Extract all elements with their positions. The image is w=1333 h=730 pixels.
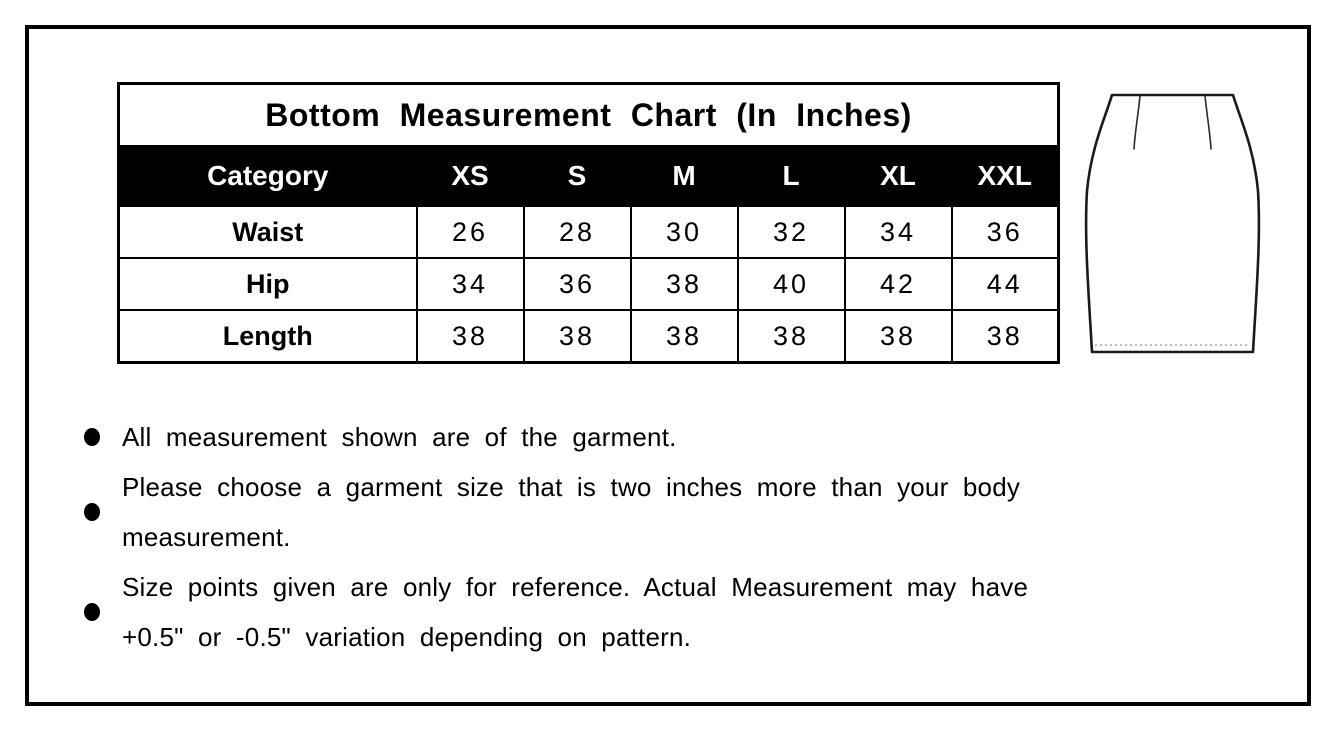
table-row-hip: Hip 34 36 38 40 42 44 — [117, 257, 1060, 311]
bullet-icon — [84, 603, 100, 621]
chart-title: Bottom Measurement Chart (In Inches) — [117, 82, 1060, 147]
row-label-length: Length — [117, 309, 418, 364]
hip-m-cell: 38 — [629, 257, 739, 311]
row-label-hip: Hip — [117, 257, 418, 311]
row-label-waist: Waist — [117, 205, 418, 259]
hip-xxl-cell: 44 — [950, 257, 1060, 311]
header-category: Category — [117, 145, 418, 207]
bullet-icon — [84, 428, 100, 446]
note-line: All measurement shown are of the garment… — [122, 422, 677, 452]
note-text-3: Size points given are only for reference… — [116, 562, 1028, 662]
note-text-2: Please choose a garment size that is two… — [116, 462, 1020, 562]
length-s-cell: 38 — [522, 309, 632, 364]
bullet-col — [68, 428, 116, 446]
table-row-waist: Waist 26 28 30 32 34 36 — [117, 205, 1060, 259]
skirt-right-dart — [1204, 95, 1212, 150]
length-m-cell: 38 — [629, 309, 739, 364]
length-xs-cell: 38 — [415, 309, 525, 364]
note-item-1: All measurement shown are of the garment… — [68, 412, 1078, 462]
note-item-3: Size points given are only for reference… — [68, 562, 1078, 662]
header-size-l: L — [736, 145, 846, 207]
note-line: Size points given are only for reference… — [122, 572, 1029, 602]
pencil-skirt-drawing — [1084, 93, 1261, 354]
skirt-outline — [1084, 93, 1261, 354]
waist-xs-cell: 26 — [415, 205, 525, 259]
header-size-xxl: XXL — [950, 145, 1060, 207]
length-l-cell: 38 — [736, 309, 846, 364]
notes-list: All measurement shown are of the garment… — [68, 412, 1078, 662]
hip-xl-cell: 42 — [843, 257, 953, 311]
bullet-icon — [84, 503, 100, 521]
waist-xxl-cell: 36 — [950, 205, 1060, 259]
header-size-xs: XS — [415, 145, 525, 207]
waist-s-cell: 28 — [522, 205, 632, 259]
waist-m-cell: 30 — [629, 205, 739, 259]
hip-l-cell: 40 — [736, 257, 846, 311]
table-row-length: Length 38 38 38 38 38 38 — [117, 309, 1060, 364]
skirt-illustration — [1083, 86, 1263, 361]
waist-xl-cell: 34 — [843, 205, 953, 259]
note-line: +0.5" or -0.5" variation depending on pa… — [122, 622, 692, 652]
length-xl-cell: 38 — [843, 309, 953, 364]
note-line: Please choose a garment size that is two… — [122, 472, 1021, 502]
size-header-row: Category XS S M L XL XXL — [117, 145, 1060, 207]
header-size-xl: XL — [843, 145, 953, 207]
bullet-col — [68, 503, 116, 521]
hip-s-cell: 36 — [522, 257, 632, 311]
bullet-col — [68, 603, 116, 621]
length-xxl-cell: 38 — [950, 309, 1060, 364]
note-text-1: All measurement shown are of the garment… — [116, 412, 677, 462]
note-item-2: Please choose a garment size that is two… — [68, 462, 1078, 562]
image-border-frame — [25, 25, 1311, 706]
note-line: measurement. — [122, 522, 291, 552]
size-chart-table: Bottom Measurement Chart (In Inches) Cat… — [117, 82, 1061, 364]
skirt-left-dart — [1133, 95, 1141, 150]
header-size-s: S — [522, 145, 632, 207]
header-size-m: M — [629, 145, 739, 207]
waist-l-cell: 32 — [736, 205, 846, 259]
hip-xs-cell: 34 — [415, 257, 525, 311]
table-title-row: Bottom Measurement Chart (In Inches) — [117, 82, 1060, 147]
